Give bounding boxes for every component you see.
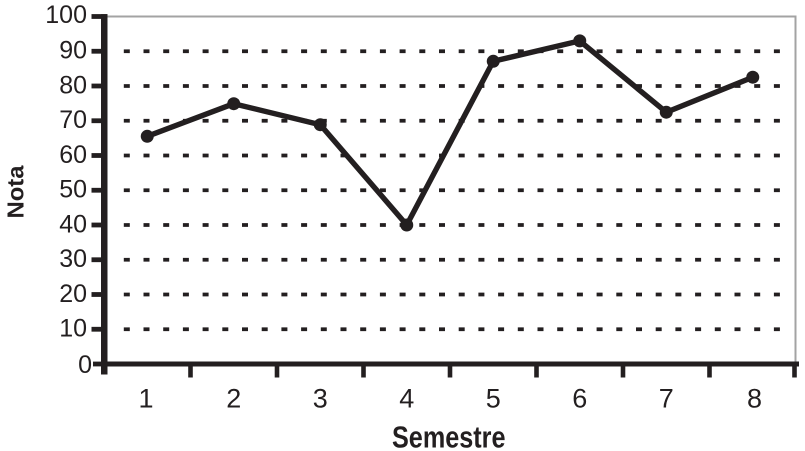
svg-text:8: 8 bbox=[747, 384, 762, 414]
svg-text:90: 90 bbox=[59, 37, 87, 65]
svg-text:40: 40 bbox=[59, 210, 87, 238]
svg-text:60: 60 bbox=[59, 141, 87, 169]
svg-text:5: 5 bbox=[486, 384, 501, 414]
svg-text:10: 10 bbox=[59, 315, 87, 343]
svg-text:20: 20 bbox=[59, 280, 87, 308]
svg-text:100: 100 bbox=[45, 1, 87, 29]
svg-text:0: 0 bbox=[78, 351, 92, 379]
svg-text:2: 2 bbox=[226, 384, 241, 414]
svg-text:3: 3 bbox=[313, 384, 328, 414]
svg-text:1: 1 bbox=[138, 384, 153, 414]
svg-text:50: 50 bbox=[59, 176, 87, 204]
svg-text:Nota: Nota bbox=[2, 165, 28, 219]
svg-text:Semestre: Semestre bbox=[392, 420, 506, 451]
svg-text:6: 6 bbox=[572, 384, 587, 414]
svg-text:7: 7 bbox=[659, 384, 674, 414]
svg-text:4: 4 bbox=[399, 384, 414, 414]
svg-text:30: 30 bbox=[59, 245, 87, 273]
svg-text:70: 70 bbox=[59, 106, 87, 134]
svg-text:80: 80 bbox=[59, 71, 87, 99]
